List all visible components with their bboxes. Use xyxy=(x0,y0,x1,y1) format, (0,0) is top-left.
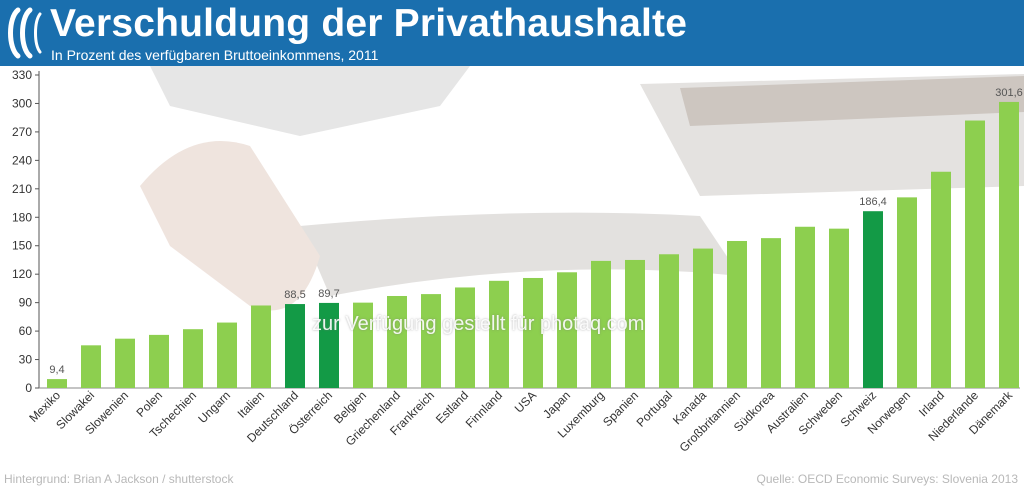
oecd-logo-icon xyxy=(8,7,42,59)
y-tick-label: 300 xyxy=(12,96,32,110)
bar xyxy=(353,302,373,388)
bar xyxy=(421,294,441,388)
y-tick-label: 30 xyxy=(19,353,33,367)
y-tick-label: 90 xyxy=(19,296,33,310)
bar xyxy=(863,211,883,388)
y-tick-label: 330 xyxy=(12,68,32,82)
header-banner: Verschuldung der Privathaushalte In Proz… xyxy=(0,0,1024,66)
bar xyxy=(523,277,543,388)
bar xyxy=(557,272,577,388)
x-tick-label: Ungarn xyxy=(195,388,233,426)
background-photo xyxy=(140,66,1024,311)
bar xyxy=(149,334,169,388)
bar-chart: 0306090120150180210240270300330MexikoSlo… xyxy=(12,68,1023,455)
bar xyxy=(387,295,407,388)
bar xyxy=(999,101,1019,389)
bar xyxy=(251,305,271,388)
bar xyxy=(693,248,713,388)
watermark-text: zur Verfügung gestellt für photaq.com xyxy=(312,313,645,335)
bar xyxy=(47,379,67,388)
y-tick-label: 120 xyxy=(12,267,32,281)
bar xyxy=(727,240,747,388)
bar xyxy=(761,238,781,388)
y-tick-label: 180 xyxy=(12,210,32,224)
bar xyxy=(625,259,645,388)
x-tick-label: Polen xyxy=(134,388,166,420)
y-tick-label: 240 xyxy=(12,153,32,167)
x-tick-label: Irland xyxy=(916,388,947,419)
bar xyxy=(795,226,815,388)
data-label: 301,6 xyxy=(995,87,1023,99)
bar xyxy=(931,171,951,388)
bar xyxy=(217,322,237,388)
y-tick-label: 0 xyxy=(25,381,32,395)
x-tick-label: Portugal xyxy=(634,388,676,430)
y-tick-label: 210 xyxy=(12,182,32,196)
bar xyxy=(115,338,135,388)
data-label: 186,4 xyxy=(859,196,887,208)
y-tick-label: 150 xyxy=(12,239,32,253)
x-tick-label: Finnland xyxy=(463,388,505,430)
data-label: 88,5 xyxy=(284,289,305,301)
background-credit: Hintergrund: Brian A Jackson / shutterst… xyxy=(4,472,234,486)
bar xyxy=(81,345,101,388)
source-credit: Quelle: OECD Economic Surveys: Slovenia … xyxy=(756,472,1018,486)
bar xyxy=(829,228,849,388)
bar xyxy=(965,120,985,388)
bar xyxy=(591,260,611,388)
bar xyxy=(319,302,339,388)
y-tick-label: 270 xyxy=(12,125,32,139)
y-tick-label: 60 xyxy=(19,324,33,338)
bar xyxy=(659,254,679,388)
bar xyxy=(897,197,917,388)
chart-title: Verschuldung der Privathaushalte xyxy=(50,2,688,45)
data-label: 9,4 xyxy=(49,364,64,376)
bar xyxy=(455,287,475,388)
x-tick-label: Spanien xyxy=(600,388,641,429)
bar xyxy=(489,280,509,388)
data-label: 89,7 xyxy=(318,288,339,300)
chart-subtitle: In Prozent des verfügbaren Bruttoeinkomm… xyxy=(51,47,379,63)
bar xyxy=(285,304,305,388)
x-tick-label: USA xyxy=(512,388,539,415)
bar xyxy=(183,329,203,388)
